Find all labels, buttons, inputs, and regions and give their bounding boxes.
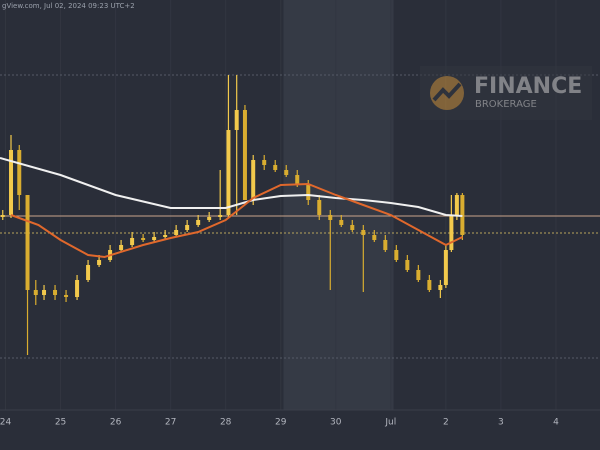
candle-body (361, 230, 366, 235)
candle-body (242, 110, 247, 200)
candle-body (42, 290, 47, 295)
candle-body (394, 250, 399, 260)
x-tick-label: Jul (384, 418, 396, 428)
candle-body (449, 215, 454, 250)
watermark-title: FINANCE (474, 74, 582, 99)
candle-body (234, 110, 239, 130)
x-tick-label: 25 (55, 418, 66, 428)
candle-body (9, 150, 14, 215)
candle-body (218, 215, 223, 217)
candle-body (416, 270, 421, 280)
candle-body (196, 220, 201, 225)
candle-body (405, 260, 410, 270)
candle-body (443, 250, 448, 285)
x-tick-label: 27 (165, 418, 176, 428)
candle-body (438, 285, 443, 290)
candle-body (163, 235, 168, 237)
candle-body (53, 290, 58, 295)
candle-body (372, 235, 377, 240)
candle-body (284, 170, 289, 175)
candle-body (273, 165, 278, 170)
x-tick-label: 3 (498, 418, 504, 428)
header-text: gView.com, Jul 02, 2024 09:23 UTC+2 (2, 2, 135, 10)
candle-body (350, 225, 355, 230)
moving-average (0, 157, 463, 217)
shaded-range (283, 0, 394, 410)
candle-body (174, 230, 179, 235)
candle-body (251, 160, 256, 200)
candle-body (97, 260, 102, 265)
x-tick-label: 30 (330, 418, 342, 428)
candle-body (33, 290, 38, 295)
x-tick-label: 24 (0, 418, 12, 428)
candle-body (339, 220, 344, 225)
watermark: FINANCE BROKERAGE (420, 66, 592, 120)
candle-body (185, 225, 190, 230)
candle-body (86, 265, 91, 280)
candle-body (64, 295, 69, 297)
candle-body (25, 195, 30, 290)
candle-body (427, 280, 432, 290)
candle-body (17, 150, 22, 195)
moving-average (10, 182, 463, 259)
candle-body (454, 195, 459, 215)
x-tick-label: 2 (443, 418, 449, 428)
candle-body (328, 215, 333, 220)
candle-body (130, 238, 135, 245)
x-tick-label: 29 (275, 418, 287, 428)
x-tick-label: 26 (110, 418, 122, 428)
logo-arrow (432, 82, 462, 102)
candle-body (226, 130, 231, 215)
candle-body (306, 185, 311, 200)
watermark-subtitle: BROKERAGE (475, 99, 537, 110)
x-tick-label: 28 (220, 418, 232, 428)
candle-body (317, 200, 322, 215)
candle-body (141, 238, 146, 240)
candle-body (207, 217, 212, 220)
candle-body (295, 175, 300, 185)
candle-body (75, 280, 80, 297)
candle-body (383, 240, 388, 250)
candle-body (119, 245, 124, 250)
candle-body (262, 160, 267, 165)
candle-body (152, 237, 157, 240)
candle-body (0, 215, 5, 217)
x-tick-label: 4 (553, 418, 559, 428)
